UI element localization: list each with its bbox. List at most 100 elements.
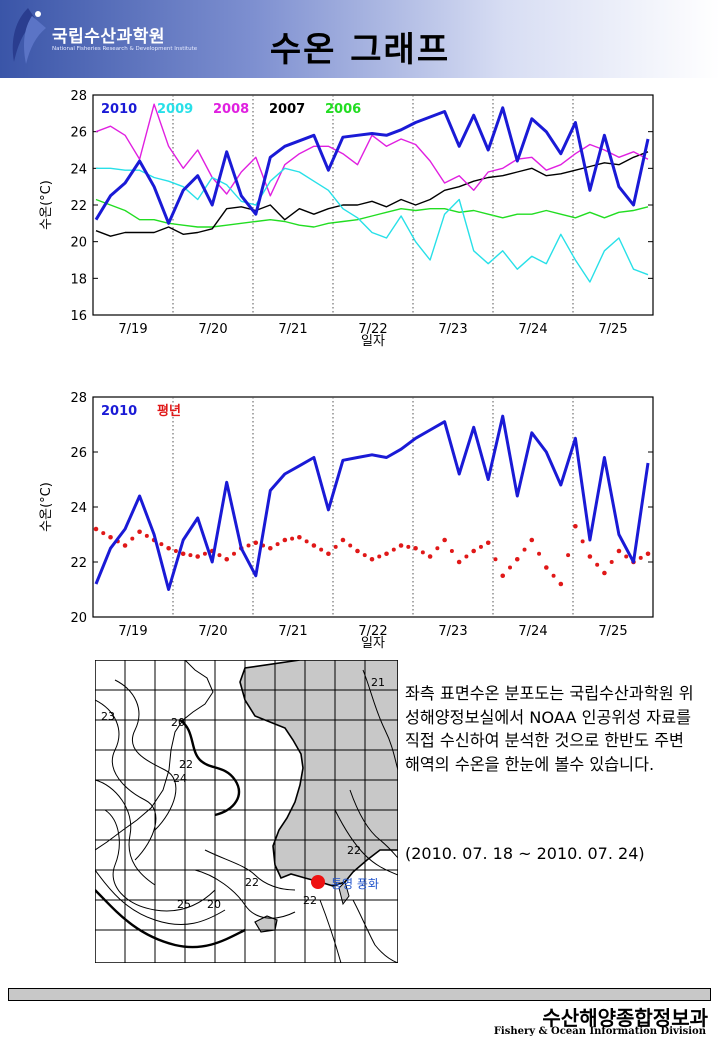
station-marker bbox=[311, 875, 325, 889]
data-point bbox=[232, 551, 236, 556]
y-tick-label: 22 bbox=[70, 556, 87, 571]
data-point bbox=[580, 539, 585, 544]
data-point bbox=[616, 548, 622, 554]
data-point bbox=[268, 545, 273, 551]
x-tick-label: 7/22 bbox=[358, 624, 387, 639]
footer-division-english: Fishery & Ocean Information Division bbox=[493, 1026, 706, 1037]
data-point bbox=[297, 534, 302, 540]
header-band bbox=[0, 0, 720, 78]
data-point bbox=[282, 537, 288, 543]
data-point bbox=[595, 562, 600, 567]
x-axis-label: 일자 bbox=[361, 636, 385, 650]
data-point bbox=[137, 529, 142, 535]
map-grid bbox=[95, 660, 398, 963]
data-point bbox=[311, 543, 317, 548]
data-point bbox=[122, 543, 128, 548]
data-point bbox=[377, 554, 382, 559]
x-tick-label: 7/23 bbox=[438, 322, 467, 337]
y-axis-label: 수온(°C) bbox=[39, 482, 54, 532]
y-tick-label: 24 bbox=[70, 501, 87, 516]
x-axis-label: 일자 bbox=[361, 334, 385, 349]
legend-entry: 2010 bbox=[101, 102, 137, 117]
x-tick-label: 7/23 bbox=[438, 624, 467, 639]
y-tick-label: 16 bbox=[70, 309, 87, 324]
data-point bbox=[471, 548, 476, 554]
contour-label: 22 bbox=[347, 844, 361, 857]
data-point bbox=[624, 554, 629, 559]
data-point bbox=[348, 543, 353, 548]
data-point bbox=[144, 533, 149, 538]
data-point bbox=[130, 536, 135, 541]
data-point bbox=[478, 544, 483, 549]
data-point bbox=[566, 553, 571, 558]
contour-label: 20 bbox=[207, 898, 221, 911]
contour-label: 22 bbox=[179, 758, 193, 771]
data-point bbox=[326, 551, 331, 557]
data-point bbox=[159, 542, 164, 547]
contour-label: 20 bbox=[171, 716, 185, 729]
data-point bbox=[456, 559, 462, 565]
fish-logo-icon bbox=[12, 8, 46, 64]
station-label: 통영 풍화 bbox=[331, 877, 379, 891]
data-point bbox=[529, 537, 535, 543]
legend-entry: 평년 bbox=[157, 403, 181, 419]
data-point bbox=[544, 565, 549, 570]
x-tick-label: 7/19 bbox=[118, 624, 147, 639]
data-point bbox=[202, 551, 207, 556]
series-line-2006 bbox=[95, 198, 649, 228]
data-point bbox=[558, 581, 564, 587]
sst-contours bbox=[95, 669, 398, 963]
contour-label: 22 bbox=[245, 876, 259, 889]
plot-area bbox=[92, 94, 654, 316]
data-point bbox=[355, 548, 360, 554]
data-point bbox=[369, 556, 375, 562]
data-point bbox=[275, 542, 280, 547]
data-point bbox=[427, 554, 433, 559]
org-name: 국립수산과학원 bbox=[52, 27, 165, 47]
y-tick-label: 24 bbox=[70, 162, 87, 177]
y-tick-label: 26 bbox=[70, 126, 87, 141]
data-point bbox=[442, 537, 447, 543]
contour-label: 24 bbox=[173, 772, 187, 785]
series-line-2008 bbox=[95, 103, 649, 197]
data-point bbox=[340, 537, 346, 543]
institute-logo: 국립수산과학원 National Fisheries Research & De… bbox=[6, 4, 206, 70]
series-line-2010 bbox=[94, 414, 650, 591]
data-point bbox=[333, 544, 338, 549]
data-point bbox=[224, 556, 230, 562]
data-point bbox=[500, 573, 506, 579]
contour-label: 21 bbox=[371, 676, 385, 689]
x-tick-label: 7/19 bbox=[118, 322, 147, 337]
data-point bbox=[173, 549, 178, 553]
land-mass bbox=[239, 660, 398, 887]
data-point bbox=[217, 553, 222, 558]
data-point bbox=[319, 547, 324, 552]
plot-area bbox=[92, 396, 654, 618]
data-point bbox=[362, 553, 367, 558]
y-tick-label: 18 bbox=[70, 272, 87, 287]
sst-distribution-map: 21 23 20 22 24 22 25 20 22 22 통영 풍화 bbox=[95, 660, 398, 963]
data-point bbox=[195, 554, 200, 559]
temperature-chart-yearly: 7/19 7/20 7/21 7/22 7/23 7/24 7/25 16 18 20 22 24 26… bbox=[39, 89, 654, 349]
temperature-chart-normal: 7/19 7/20 7/21 7/22 7/23 7/24 7/25 20 22 24 26 28 일자… bbox=[39, 391, 654, 650]
data-point bbox=[508, 565, 512, 570]
x-tick-label: 7/25 bbox=[598, 322, 627, 337]
data-point bbox=[246, 543, 251, 548]
x-tick-label: 7/21 bbox=[278, 322, 307, 337]
china-coast bbox=[95, 660, 214, 851]
data-point bbox=[93, 526, 99, 532]
data-point bbox=[108, 534, 113, 540]
x-tick-label: 7/22 bbox=[358, 322, 387, 337]
data-point bbox=[420, 550, 425, 555]
y-tick-label: 28 bbox=[70, 89, 87, 104]
data-point bbox=[290, 536, 295, 541]
data-point bbox=[391, 547, 396, 552]
y-tick-label: 20 bbox=[70, 611, 87, 626]
data-point bbox=[435, 546, 440, 551]
x-tick-label: 7/21 bbox=[278, 624, 307, 639]
x-tick-label: 7/20 bbox=[198, 322, 227, 337]
data-point bbox=[188, 553, 193, 558]
y-tick-label: 28 bbox=[70, 391, 87, 406]
contour-label: 22 bbox=[303, 894, 317, 907]
data-point bbox=[602, 570, 607, 576]
